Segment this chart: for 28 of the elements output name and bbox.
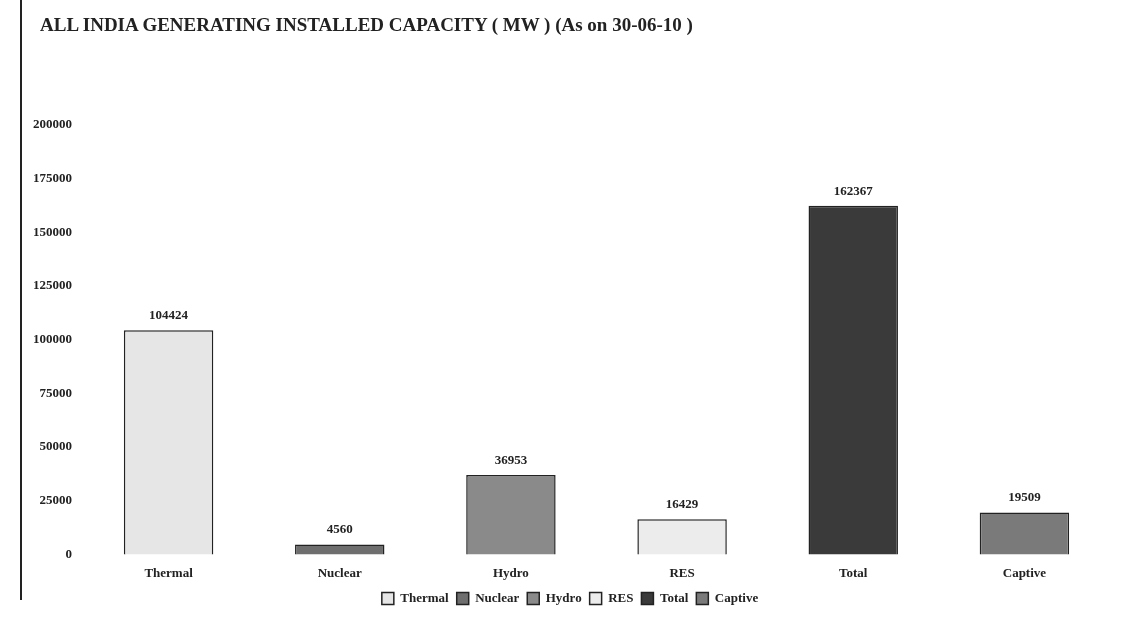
y-tick-label: 0 xyxy=(65,545,72,561)
y-tick-label: 150000 xyxy=(33,223,72,239)
legend-label: Nuclear xyxy=(475,589,520,605)
x-tick-label: Total xyxy=(839,564,868,580)
legend-label: Total xyxy=(659,589,689,605)
y-tick-label: 200000 xyxy=(33,116,72,132)
data-label: 16429 xyxy=(665,495,699,511)
y-tick-label: 50000 xyxy=(39,438,72,454)
y-tick-label: 100000 xyxy=(33,331,72,347)
x-tick-label: RES xyxy=(669,564,695,580)
legend-label: RES xyxy=(608,589,634,605)
legend-label: Thermal xyxy=(400,589,450,605)
data-label: 36953 xyxy=(494,451,528,467)
legend-label: Hydro xyxy=(545,589,582,605)
x-tick-label: Thermal xyxy=(144,564,194,580)
y-tick-label: 25000 xyxy=(39,492,72,508)
x-tick-label: Nuclear xyxy=(317,564,362,580)
data-label: 104424 xyxy=(149,307,189,323)
y-tick-label: 125000 xyxy=(33,277,72,293)
chart-title: ALL INDIA GENERATING INSTALLED CAPACITY ( MW ) (As on 30-06-10 ) xyxy=(40,14,693,36)
y-tick-label: 75000 xyxy=(39,384,72,400)
x-tick-label: Hydro xyxy=(492,564,529,580)
legend-label: Captive xyxy=(714,589,759,605)
data-label: 4560 xyxy=(326,521,353,537)
data-label: 162367 xyxy=(833,182,874,198)
y-tick-label: 175000 xyxy=(33,170,72,186)
x-tick-label: Captive xyxy=(1002,564,1047,580)
data-label: 19509 xyxy=(1008,489,1042,505)
